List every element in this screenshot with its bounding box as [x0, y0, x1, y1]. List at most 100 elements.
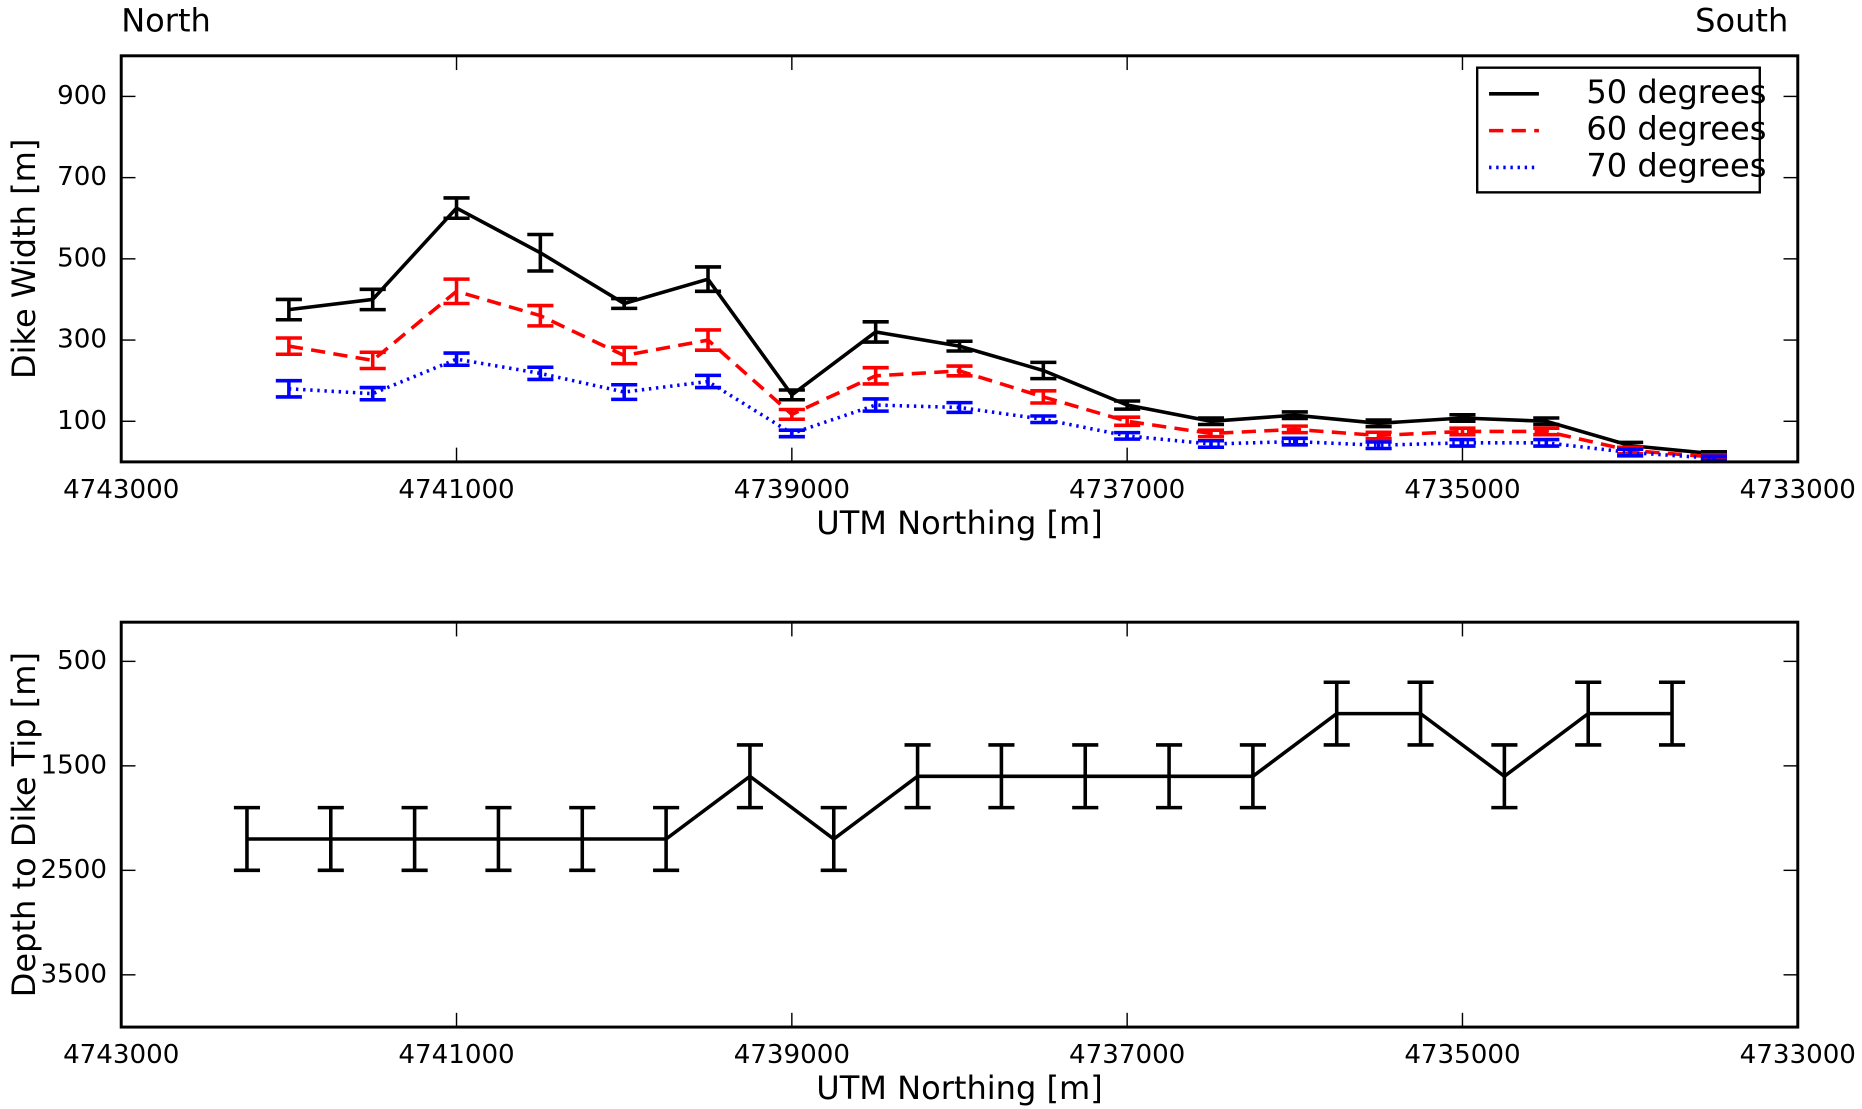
y-axis-label: Depth to Dike Tip [m]	[5, 652, 43, 997]
y-tick-label: 700	[57, 162, 107, 192]
error-bar	[1030, 389, 1057, 405]
error-bar	[904, 743, 931, 810]
x-axis-label: UTM Northing [m]	[816, 504, 1102, 542]
error-bar	[359, 350, 386, 371]
y-tick-label: 900	[57, 81, 107, 111]
error-bar	[1617, 447, 1644, 458]
error-bar	[359, 287, 386, 312]
y-tick-label: 500	[57, 646, 107, 676]
x-tick-label: 4743000	[63, 475, 179, 505]
error-bar	[1114, 399, 1141, 411]
x-tick-label: 4739000	[734, 1040, 850, 1070]
error-bar	[1072, 743, 1099, 810]
chart: North South 100 300 500 700 900 4743000 4741000 4…	[5, 2, 1856, 542]
error-bar	[1365, 430, 1392, 441]
error-bar	[443, 277, 470, 306]
error-bar	[443, 351, 470, 368]
x-tick-label: 4735000	[1404, 1040, 1520, 1070]
x-axis-label: UTM Northing [m]	[816, 1069, 1102, 1107]
error-bar	[527, 232, 554, 273]
y-axis-label: Dike Width [m]	[5, 139, 43, 379]
error-bar	[1449, 412, 1476, 424]
error-bar	[1281, 410, 1308, 421]
x-tick-label: 4739000	[734, 475, 850, 505]
x-tick-label: 4735000	[1404, 475, 1520, 505]
x-tick-label: 4733000	[1740, 1040, 1856, 1070]
error-bar	[1030, 414, 1057, 425]
error-bar	[359, 385, 386, 402]
error-bar	[1491, 743, 1518, 810]
x-tick-label: 4737000	[1069, 1040, 1185, 1070]
legend-label: 60 degrees	[1586, 110, 1766, 148]
error-bar	[1114, 430, 1141, 441]
series-line	[288, 289, 1715, 459]
error-bar	[275, 297, 302, 322]
error-bar	[275, 336, 302, 357]
legend-label: 70 degrees	[1586, 146, 1766, 184]
error-bar	[1658, 680, 1686, 747]
y-tick-label: 3500	[41, 959, 107, 989]
error-bar	[1449, 437, 1476, 448]
series-line	[246, 711, 1673, 842]
annotation: South	[1695, 2, 1788, 40]
error-bar	[820, 805, 847, 873]
annotation: North	[121, 2, 211, 40]
x-tick-label: 4733000	[1740, 475, 1856, 505]
error-bar	[946, 400, 973, 415]
y-tick-label: 100	[57, 406, 107, 436]
error-bar	[611, 382, 638, 402]
error-bar	[1533, 437, 1560, 448]
error-bar	[1407, 680, 1434, 747]
series-line	[288, 357, 1715, 461]
error-bar	[1030, 360, 1057, 381]
error-bar	[946, 364, 973, 378]
error-bar	[694, 265, 722, 294]
error-bar	[1197, 416, 1225, 427]
error-bar	[1281, 436, 1308, 447]
error-bar	[527, 303, 554, 328]
error-bar	[988, 743, 1015, 810]
error-bar	[862, 320, 889, 344]
chart: 500 1500 2500 3500 4743000 4741000 4739000 4737…	[5, 620, 1856, 1107]
error-bar	[694, 373, 722, 390]
error-bar	[778, 407, 805, 422]
error-bar	[1365, 418, 1392, 429]
series-line	[288, 205, 1715, 456]
error-bar	[778, 428, 805, 439]
error-bar	[1197, 428, 1225, 439]
error-bar	[1365, 440, 1392, 451]
error-bar	[275, 378, 302, 399]
error-bar	[1700, 454, 1728, 463]
error-bar	[1114, 415, 1141, 428]
x-tick-label: 4741000	[398, 475, 514, 505]
error-bar	[1533, 426, 1560, 437]
error-bar	[1323, 680, 1350, 747]
y-tick-label: 300	[57, 325, 107, 355]
y-tick-label: 1500	[41, 750, 107, 780]
error-bar	[1239, 743, 1266, 810]
error-bar	[862, 397, 889, 413]
error-bar	[694, 328, 722, 352]
error-bar	[401, 805, 428, 873]
error-bar	[778, 388, 805, 402]
error-bar	[485, 805, 512, 873]
error-bar	[1575, 680, 1602, 747]
error-bar	[1533, 416, 1560, 427]
error-bar	[1197, 438, 1225, 450]
plot-frame	[119, 54, 1800, 464]
error-bar	[946, 339, 973, 353]
plot-frame	[119, 620, 1800, 1029]
error-bar	[862, 365, 889, 386]
error-bar	[569, 805, 596, 873]
y-tick-label: 2500	[41, 855, 107, 885]
error-bar	[1449, 426, 1476, 437]
legend-label: 50 degrees	[1586, 73, 1766, 111]
error-bar	[1281, 424, 1308, 435]
error-bar	[611, 345, 638, 366]
error-bar	[1156, 743, 1183, 810]
error-bar	[443, 196, 470, 221]
error-bar	[736, 743, 763, 810]
x-tick-label: 4741000	[398, 1040, 514, 1070]
